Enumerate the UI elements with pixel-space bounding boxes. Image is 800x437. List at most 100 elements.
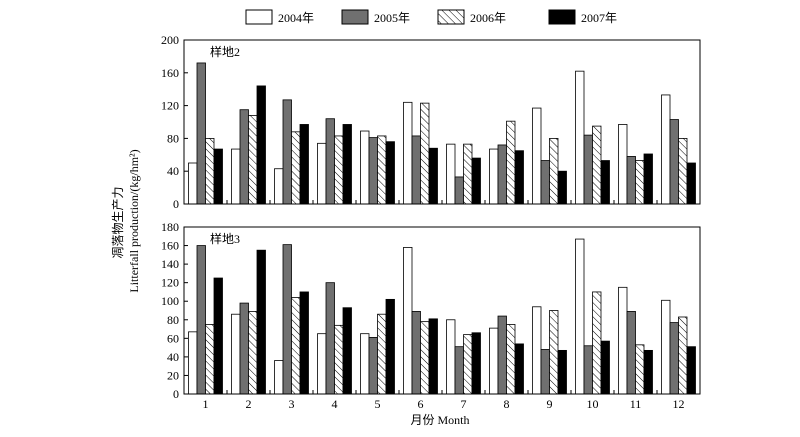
legend-label-0: 2004年 bbox=[278, 11, 314, 25]
y-tick-label-2-60: 60 bbox=[167, 331, 179, 345]
bar-p1-2004年-m1 bbox=[188, 162, 198, 205]
bar-p1-2007年-m8 bbox=[514, 150, 524, 205]
y-tick-label-2-40: 40 bbox=[167, 350, 179, 364]
bar-p1-2004年-m4 bbox=[317, 142, 327, 205]
bar-p1-2005年-m4 bbox=[325, 118, 335, 205]
bar-p2-2005年-m7 bbox=[454, 346, 464, 395]
bar-p1-2005年-m7 bbox=[454, 176, 464, 205]
bar-p2-2006年-m3 bbox=[291, 297, 301, 395]
y-tick-label-2-140: 140 bbox=[161, 257, 179, 271]
bar-p1-2004年-m10 bbox=[575, 70, 585, 205]
bar-p1-2005年-m6 bbox=[411, 135, 421, 205]
y-tick-label-2-120: 120 bbox=[161, 276, 179, 290]
bar-p2-2005年-m8 bbox=[497, 315, 507, 395]
bar-p2-2007年-m2 bbox=[256, 249, 266, 395]
bar-p2-2006年-m2 bbox=[248, 311, 258, 395]
y-tick-label-1-160: 160 bbox=[161, 66, 179, 80]
bar-p2-2004年-m10 bbox=[575, 238, 585, 395]
bar-p1-2005年-m10 bbox=[583, 134, 593, 205]
bar-p2-2005年-m2 bbox=[239, 302, 249, 395]
bar-p1-2005年-m5 bbox=[368, 137, 378, 205]
bar-p2-2006年-m8 bbox=[506, 324, 516, 395]
y-axis-title-en: Litterfall production/(kg/hm²) bbox=[127, 149, 141, 292]
x-tick-label-3: 3 bbox=[289, 397, 295, 411]
bar-p1-2007年-m10 bbox=[600, 160, 610, 205]
bar-p1-2007年-m5 bbox=[385, 141, 395, 205]
y-tick-label-2-0: 0 bbox=[173, 387, 179, 401]
bar-p1-2006年-m6 bbox=[420, 102, 430, 205]
bar-p2-2004年-m3 bbox=[274, 360, 284, 395]
legend-swatch-3 bbox=[548, 9, 576, 25]
legend-label-2: 2006年 bbox=[470, 11, 506, 25]
bar-p2-2005年-m3 bbox=[282, 244, 292, 395]
legend-swatch-1 bbox=[341, 9, 369, 25]
bar-p1-2005年-m12 bbox=[669, 119, 679, 205]
y-axis-title: 凋落物生产力 Litterfall production/(kg/hm²) bbox=[111, 149, 141, 292]
bar-p1-2005年-m3 bbox=[282, 99, 292, 205]
y-tick-label-2-20: 20 bbox=[167, 368, 179, 382]
bar-p2-2004年-m4 bbox=[317, 333, 327, 395]
bar-p2-2005年-m4 bbox=[325, 282, 335, 395]
bar-p2-2005年-m1 bbox=[196, 245, 206, 395]
x-tick-label-9: 9 bbox=[547, 397, 553, 411]
panel-1: 0 40 80 120 160 200 样地2 bbox=[161, 33, 701, 211]
bar-p2-2007年-m8 bbox=[514, 343, 524, 395]
bar-p1-2006年-m12 bbox=[678, 137, 688, 205]
legend: 2004年 2005年 2006年 2007年 bbox=[245, 9, 617, 25]
bar-p2-2007年-m6 bbox=[428, 318, 438, 395]
bar-p2-2005年-m5 bbox=[368, 337, 378, 395]
bar-p1-2007年-m1 bbox=[213, 148, 223, 205]
bar-p1-2007年-m9 bbox=[557, 170, 567, 205]
bar-p1-2004年-m5 bbox=[360, 130, 370, 205]
bar-p2-2007年-m7 bbox=[471, 332, 481, 395]
bar-p2-2007年-m5 bbox=[385, 298, 395, 395]
legend-label-1: 2005年 bbox=[374, 11, 410, 25]
bar-p1-2007年-m2 bbox=[256, 85, 266, 205]
y-tick-label-1-200: 200 bbox=[161, 33, 179, 47]
bar-p1-2007年-m11 bbox=[643, 153, 653, 205]
x-tick-label-2: 2 bbox=[246, 397, 252, 411]
bar-p2-2004年-m7 bbox=[446, 319, 456, 395]
bar-p2-2005年-m11 bbox=[626, 311, 636, 395]
x-tick-label-1: 1 bbox=[203, 397, 209, 411]
y-tick-label-2-100: 100 bbox=[161, 294, 179, 308]
bar-p2-2005年-m6 bbox=[411, 311, 421, 395]
bar-p1-2007年-m12 bbox=[686, 162, 696, 205]
x-tick-label-4: 4 bbox=[332, 397, 338, 411]
bar-p1-2006年-m8 bbox=[506, 120, 516, 205]
bar-p2-2006年-m1 bbox=[205, 324, 215, 395]
legend-swatch-2 bbox=[437, 9, 465, 25]
bar-p1-2004年-m8 bbox=[489, 148, 499, 205]
x-tick-label-5: 5 bbox=[375, 397, 381, 411]
bar-p2-2006年-m12 bbox=[678, 316, 688, 395]
bar-p1-2004年-m2 bbox=[231, 148, 241, 205]
x-tick-label-6: 6 bbox=[418, 397, 424, 411]
bar-p1-2006年-m9 bbox=[549, 137, 559, 205]
bar-p2-2006年-m4 bbox=[334, 324, 344, 395]
bar-p1-2004年-m12 bbox=[661, 94, 671, 205]
bar-p1-2005年-m11 bbox=[626, 156, 636, 205]
bar-p1-2006年-m3 bbox=[291, 131, 301, 205]
bar-p2-2007年-m11 bbox=[643, 349, 653, 395]
bar-p2-2007年-m12 bbox=[686, 346, 696, 395]
bar-p1-2007年-m7 bbox=[471, 157, 481, 205]
bar-p1-2004年-m3 bbox=[274, 168, 284, 205]
bar-p1-2007年-m4 bbox=[342, 124, 352, 205]
bar-p2-2007年-m10 bbox=[600, 340, 610, 395]
bar-p2-2006年-m7 bbox=[463, 334, 473, 395]
panel-title-1: 样地2 bbox=[210, 44, 240, 59]
bar-p1-2006年-m4 bbox=[334, 135, 344, 205]
bar-p1-2004年-m7 bbox=[446, 143, 456, 205]
y-tick-label-1-80: 80 bbox=[167, 131, 179, 145]
x-tick-label-11: 11 bbox=[630, 397, 642, 411]
bar-p1-2004年-m9 bbox=[532, 107, 542, 205]
panel-title-2: 样地3 bbox=[210, 231, 240, 246]
x-tick-label-10: 10 bbox=[587, 397, 599, 411]
bar-p2-2004年-m12 bbox=[661, 299, 671, 395]
bar-p2-2004年-m2 bbox=[231, 313, 241, 395]
bar-p2-2007年-m4 bbox=[342, 307, 352, 395]
bar-p1-2005年-m8 bbox=[497, 144, 507, 205]
bar-p2-2005年-m10 bbox=[583, 345, 593, 395]
legend-label-3: 2007年 bbox=[581, 11, 617, 25]
